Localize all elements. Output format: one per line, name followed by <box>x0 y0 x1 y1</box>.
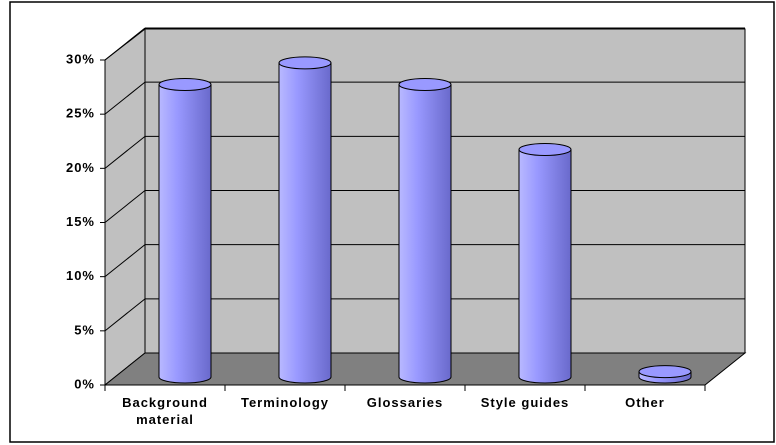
x-tick-label: Terminology <box>240 395 330 410</box>
bar-top <box>518 143 572 156</box>
x-tick-label: Style guides <box>480 395 570 410</box>
y-tick-label: 25% <box>66 106 95 121</box>
x-tick-label: Glossaries <box>366 395 444 410</box>
y-tick-label: 10% <box>66 268 95 283</box>
bar-body <box>399 84 451 377</box>
bar <box>518 143 572 384</box>
bar-top <box>638 365 692 379</box>
bar-top <box>278 56 332 70</box>
bar <box>638 365 692 384</box>
bar <box>398 78 452 384</box>
x-tick-label: Background material <box>122 395 208 427</box>
bar <box>278 56 332 384</box>
y-tick-label: 15% <box>66 214 95 229</box>
bar-body <box>159 84 211 377</box>
bar-body <box>519 149 571 377</box>
y-tick-label: 30% <box>66 51 95 66</box>
bar-body <box>279 62 331 377</box>
bar-top <box>398 78 452 91</box>
grid-line <box>104 244 146 278</box>
y-tick-label: 5% <box>74 322 95 337</box>
grid-line <box>104 190 146 223</box>
y-tick-label: 20% <box>66 160 95 175</box>
y-tick-label: 0% <box>74 376 95 391</box>
grid-line <box>104 135 146 169</box>
grid-line <box>104 298 146 332</box>
bar <box>158 78 212 384</box>
x-tick-label: Other <box>625 395 665 410</box>
bar-top <box>158 78 212 91</box>
grid-line <box>104 81 146 115</box>
grid-line <box>104 27 146 61</box>
